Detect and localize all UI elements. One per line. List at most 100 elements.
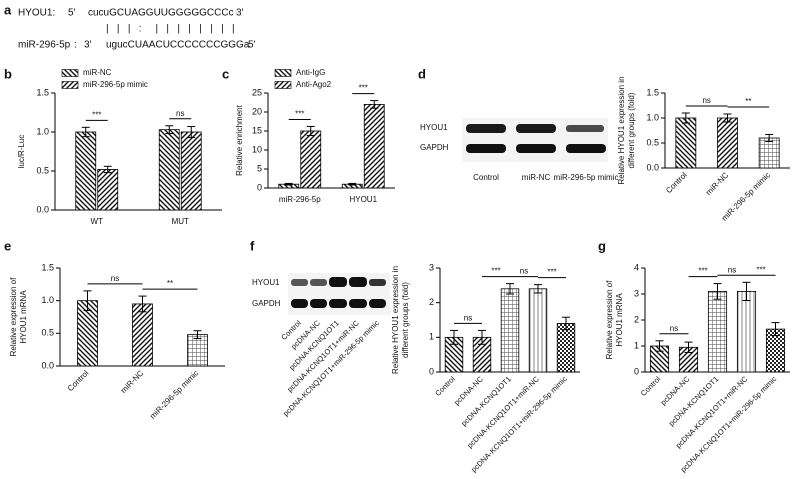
panel-label: d: [418, 66, 426, 81]
significance-label: **: [745, 97, 751, 106]
blot-lane-label: miR-NC: [522, 173, 551, 182]
band: [349, 277, 367, 287]
band: [291, 299, 308, 308]
panel-label: f: [250, 238, 255, 253]
y-axis-label: HYOU1 mRNA: [615, 293, 624, 347]
y-tick-label: 20: [252, 106, 262, 116]
y-tick-label: 15: [252, 125, 262, 135]
significance-label: ns: [520, 267, 528, 276]
panel-label: c: [222, 66, 229, 81]
significance-label: ***: [92, 110, 101, 119]
x-tick-label: Control: [433, 374, 457, 398]
x-tick-label: WT: [91, 217, 104, 226]
sequence-text: miR-296-5p: [18, 40, 71, 51]
y-tick-label: 1.0: [36, 126, 49, 136]
y-axis-label: Relative enrichment: [235, 104, 244, 175]
x-tick-label: HYOU1: [349, 195, 377, 204]
significance-label: ***: [698, 267, 707, 276]
y-tick-label: 3: [429, 262, 434, 272]
y-tick-label: 0: [634, 366, 639, 376]
x-tick-label: Control: [639, 374, 663, 398]
band: [310, 279, 327, 286]
legend-swatch: [61, 81, 79, 89]
x-tick-label: Control: [664, 170, 689, 195]
sequence-text: 5': [248, 40, 256, 51]
significance-label: ns: [464, 314, 472, 323]
y-tick-label: 1.5: [41, 262, 54, 272]
band: [516, 144, 556, 153]
sequence-text: 3': [236, 8, 244, 19]
blot-image-f: [288, 273, 390, 315]
y-tick-label: 10: [252, 144, 262, 154]
bar: [528, 288, 548, 373]
x-tick-label: miR-NC: [704, 170, 731, 197]
band: [466, 144, 506, 153]
y-axis-label: Relative expression of: [605, 280, 614, 359]
bar: [675, 117, 697, 169]
bar: [97, 169, 119, 211]
x-tick-label: MUT: [172, 217, 189, 226]
y-tick-label: 3: [634, 288, 639, 298]
band: [349, 299, 367, 308]
bar: [500, 288, 520, 373]
significance-label: **: [167, 279, 173, 288]
y-axis-label: HYOU1 mRNA: [19, 290, 28, 344]
y-axis-label: luc/R-Luc: [17, 135, 26, 169]
y-axis-label: Relative expression of: [9, 277, 18, 356]
y-tick-label: 0.5: [36, 165, 49, 175]
significance-label: ns: [728, 265, 736, 274]
y-tick-label: 0.5: [41, 328, 54, 338]
band: [310, 299, 327, 308]
legend-label: Anti-IgG: [296, 68, 325, 77]
y-tick-label: 0.0: [36, 204, 49, 214]
significance-label: ***: [359, 84, 368, 93]
y-axis-label: different groups (fold): [401, 282, 410, 358]
band: [369, 279, 386, 286]
significance-label: ns: [111, 274, 119, 283]
y-tick-label: 0: [429, 366, 434, 376]
y-axis-label: Relative HYOU1 expression in: [617, 76, 626, 184]
legend-swatch: [274, 81, 292, 89]
y-axis-label: different groups (fold): [627, 92, 636, 168]
legend-swatch: [274, 69, 292, 77]
blot-row-label: HYOU1: [420, 123, 448, 132]
y-tick-label: 1: [429, 332, 434, 342]
x-tick-label: miR-296-5p: [279, 195, 321, 204]
significance-label: ***: [491, 267, 500, 276]
band: [566, 144, 606, 153]
x-tick-label: Control: [66, 368, 91, 393]
panel-label: b: [4, 66, 12, 81]
significance-label: ***: [756, 265, 765, 274]
legend-label: miR-296-5p mimic: [83, 80, 148, 89]
sequence-text: 5': [68, 8, 76, 19]
sequence-text: 3': [84, 40, 92, 51]
y-tick-label: 1: [634, 340, 639, 350]
significance-label: ***: [547, 268, 556, 277]
significance-label: ns: [176, 109, 184, 118]
sequence-text: :: [74, 40, 77, 51]
y-tick-label: 1.5: [36, 87, 49, 97]
y-tick-label: 0.0: [41, 360, 54, 370]
y-tick-label: 1.0: [646, 112, 659, 122]
blot-row-label: HYOU1: [252, 278, 280, 287]
panel-label: g: [598, 238, 606, 253]
band: [516, 124, 556, 133]
y-tick-label: 25: [252, 87, 262, 97]
bar: [300, 130, 322, 189]
blot-row-label: GAPDH: [252, 299, 281, 308]
blot-row-label: GAPDH: [420, 143, 449, 152]
sequence-text: HYOU1:: [18, 8, 55, 19]
bar: [132, 303, 153, 367]
bar: [556, 323, 576, 373]
y-tick-label: 1.5: [646, 87, 659, 97]
x-tick-label: pcDNA-KCNQ1OT1: [667, 374, 721, 428]
band: [329, 277, 347, 287]
y-tick-label: 2: [634, 314, 639, 324]
band: [466, 124, 506, 133]
legend-swatch: [61, 69, 79, 77]
pairing: | | | : | | | | | | | |: [106, 24, 235, 35]
x-tick-label: miR-296-5p mimic: [148, 369, 200, 421]
legend-label: miR-NC: [83, 68, 112, 77]
